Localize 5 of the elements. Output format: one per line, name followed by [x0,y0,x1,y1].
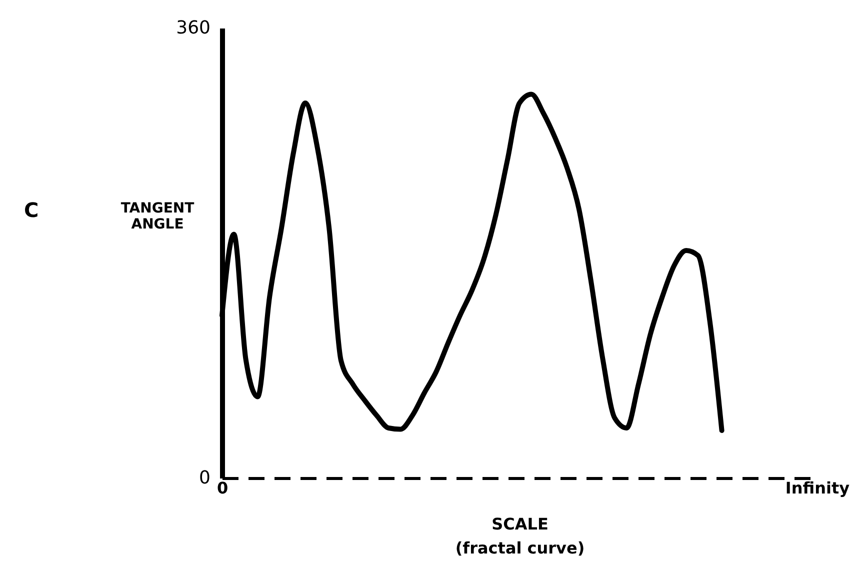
text: C [24,198,39,222]
y-axis-title: TANGENT ANGLE [120,200,195,232]
x-tick-label: Infinity [785,478,850,498]
x-axis-title: SCALE (fractal curve) [455,514,585,558]
y-tick-label: 360 [176,18,210,38]
